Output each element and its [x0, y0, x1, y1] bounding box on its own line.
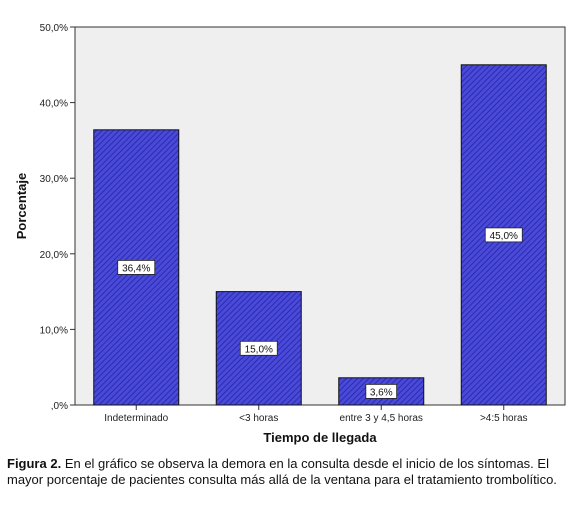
- y-tick-label: 50,0%: [40, 23, 68, 34]
- x-axis-title: Tiempo de llegada: [263, 430, 377, 445]
- y-tick-label: ,0%: [51, 401, 68, 412]
- data-label: 45,0%: [490, 231, 518, 242]
- data-label-box: [484, 227, 523, 243]
- data-label: 3,6%: [370, 387, 393, 398]
- data-label: 15,0%: [245, 344, 273, 355]
- x-tick-label: entre 3 y 4,5 horas: [340, 413, 423, 424]
- data-labels: 36,4% 15,0% 3,6% 45,0%: [117, 227, 523, 399]
- caption-text: En el gráfico se observa la demora en la…: [7, 456, 557, 487]
- y-axis-title: Porcentaje: [14, 173, 29, 239]
- y-tick-label: 10,0%: [40, 325, 68, 336]
- data-label-box: [117, 260, 156, 275]
- y-tick-label: 40,0%: [40, 99, 68, 110]
- bar-chart: ,0% 10,0% 20,0% 30,0% 40,0% 50,0% Indetermina…: [14, 23, 566, 445]
- data-label-box: [365, 383, 398, 399]
- x-tick-label: <3 horas: [239, 413, 278, 424]
- y-tick-label: 20,0%: [40, 250, 68, 261]
- figure-caption: Figura 2. En el gráfico se observa la de…: [7, 456, 575, 488]
- data-label: 36,4%: [122, 263, 150, 274]
- y-tick-label: 30,0%: [40, 174, 68, 185]
- x-tick-label: Indeterminado: [104, 413, 168, 424]
- caption-label: Figura 2.: [7, 456, 62, 471]
- y-axis: ,0% 10,0% 20,0% 30,0% 40,0% 50,0%: [40, 23, 75, 412]
- x-tick-label: >4:5 horas: [480, 413, 528, 424]
- x-axis: Indeterminado <3 horas entre 3 y 4,5 horas…: [104, 405, 528, 424]
- data-label-box: [239, 340, 278, 356]
